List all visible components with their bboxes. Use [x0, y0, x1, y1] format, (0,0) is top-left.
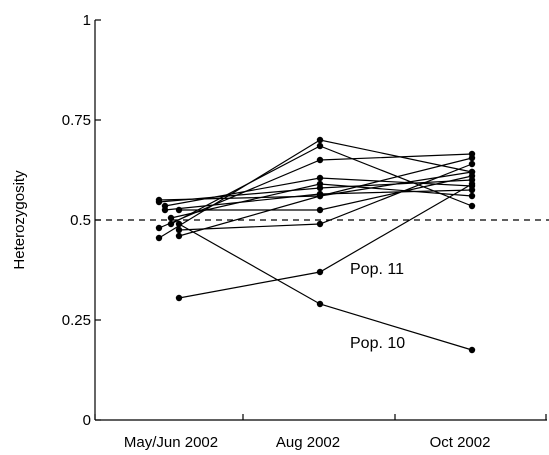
x-tick-label: May/Jun 2002: [124, 434, 218, 451]
x-ticks: May/Jun 2002 Aug 2002 Oct 2002: [94, 414, 547, 451]
annotation-pop-11: Pop. 11: [350, 261, 404, 278]
data-point: [468, 172, 476, 180]
data-point: [316, 174, 324, 182]
data-point: [468, 180, 476, 188]
y-ticks: 0 0.25 0.5 0.75 1: [62, 12, 101, 429]
x-tick-label: Oct 2002: [430, 434, 491, 451]
x-tick-label: Aug 2002: [276, 434, 340, 451]
y-tick-label: 0.75: [62, 112, 91, 129]
data-point: [155, 234, 163, 242]
y-tick-label: 0.25: [62, 312, 91, 329]
data-point: [316, 206, 324, 214]
data-point: [167, 220, 175, 228]
axes: 0 0.25 0.5 0.75 1 May/Jun 2002 Aug 2002 Oct 20…: [62, 12, 549, 451]
data-point: [155, 198, 163, 206]
y-tick-label: 1: [83, 12, 91, 29]
y-tick-label: 0.5: [70, 212, 91, 229]
data-point: [316, 180, 324, 188]
data-point: [175, 294, 183, 302]
data-point: [468, 160, 476, 168]
y-axis-title: Heterozygosity: [11, 170, 28, 270]
data-point: [167, 214, 175, 222]
data-point: [161, 206, 169, 214]
data-point: [316, 142, 324, 150]
data-point: [316, 136, 324, 144]
annotation-pop-10: Pop. 10: [350, 335, 405, 352]
data-point: [175, 220, 183, 228]
data-point: [468, 154, 476, 162]
y-tick-label: 0: [83, 412, 91, 429]
data-point: [468, 346, 476, 354]
data-point: [316, 220, 324, 228]
data-point: [468, 186, 476, 194]
data-point: [175, 226, 183, 234]
data-point: [316, 300, 324, 308]
data-point: [316, 192, 324, 200]
data-point: [155, 224, 163, 232]
series-line: [158, 139, 473, 239]
data-point: [316, 268, 324, 276]
data-point: [468, 202, 476, 210]
data-point: [175, 206, 183, 214]
data-point: [316, 156, 324, 164]
data-point: [468, 192, 476, 200]
series-line: [178, 223, 473, 351]
data-point: [175, 232, 183, 240]
series-layer: [155, 136, 476, 354]
